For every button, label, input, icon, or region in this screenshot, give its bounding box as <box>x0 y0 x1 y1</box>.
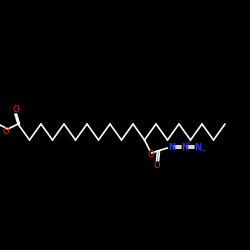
Text: +: + <box>186 140 192 145</box>
Text: O: O <box>154 162 160 170</box>
Text: N: N <box>181 142 188 152</box>
Text: N: N <box>194 142 201 152</box>
Text: O: O <box>3 128 9 136</box>
Text: N: N <box>168 142 175 152</box>
Text: O: O <box>12 104 19 114</box>
Text: O: O <box>147 150 154 159</box>
Text: −: − <box>199 148 205 154</box>
